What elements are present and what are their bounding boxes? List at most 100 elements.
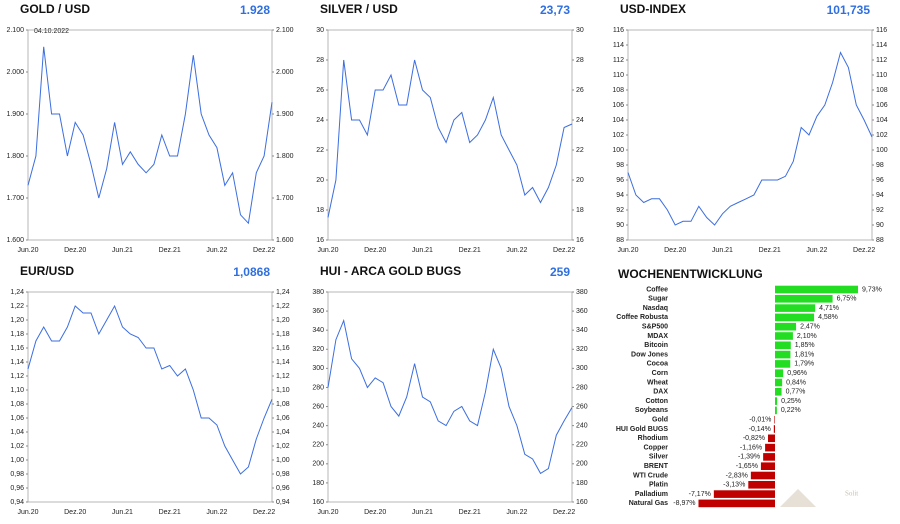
y2-tick-label: 220 — [576, 442, 588, 449]
y-tick-label: 90 — [616, 222, 624, 229]
category-label: Bitcoin — [644, 342, 668, 349]
category-label: S&P500 — [642, 324, 668, 331]
x-tick-label: Dez.20 — [64, 509, 86, 516]
y-tick-label: 220 — [312, 442, 324, 449]
x-tick-label: Dez.20 — [64, 247, 86, 254]
y-tick-label: 0,94 — [10, 499, 24, 506]
value-label: -0,14% — [749, 426, 771, 433]
y-tick-label: 2.000 — [6, 69, 24, 76]
y-tick-label: 1,22 — [10, 303, 24, 310]
y-tick-label: 20 — [316, 177, 324, 184]
y-tick-label: 360 — [312, 308, 324, 315]
chart-title: SILVER / USD — [320, 2, 398, 16]
category-label: Cocoa — [647, 361, 669, 368]
plot-frame — [627, 29, 873, 241]
category-label: Sugar — [648, 296, 668, 303]
value-label: -1,16% — [740, 444, 762, 451]
category-label: MDAX — [647, 333, 668, 340]
y2-tick-label: 0,96 — [276, 485, 290, 492]
category-label: Coffee — [646, 286, 668, 293]
x-tick-label: Jun.22 — [506, 247, 527, 254]
x-tick-label: Dez.21 — [759, 247, 781, 254]
y2-tick-label: 1,06 — [276, 415, 290, 422]
y2-tick-label: 22 — [576, 147, 584, 154]
y2-tick-label: 114 — [876, 42, 887, 49]
value-label: -3,13% — [723, 482, 745, 489]
y-tick-label: 160 — [312, 499, 324, 506]
y2-tick-label: 104 — [876, 117, 888, 124]
y2-tick-label: 1,22 — [276, 303, 290, 310]
y2-tick-label: 100 — [876, 147, 888, 154]
y2-tick-label: 1,18 — [276, 331, 290, 338]
x-tick-label: Dez.22 — [253, 247, 275, 254]
annotation: 04.10.2022 — [34, 28, 69, 35]
bar — [765, 443, 775, 452]
value-label: 0,22% — [781, 407, 801, 414]
plot-frame — [327, 291, 573, 503]
y2-tick-label: 30 — [576, 27, 584, 34]
bar — [775, 304, 816, 312]
y2-tick-label: 92 — [876, 207, 884, 214]
x-tick-label: Jun.22 — [206, 247, 227, 254]
x-tick-label: Dez.21 — [459, 509, 481, 516]
y2-tick-label: 106 — [876, 102, 888, 109]
x-tick-label: Jun.21 — [412, 509, 433, 516]
x-tick-label: Jun.20 — [317, 247, 338, 254]
y-tick-label: 1,02 — [10, 443, 24, 450]
category-label: Soybeans — [635, 407, 668, 414]
x-tick-label: Dez.22 — [553, 509, 575, 516]
category-label: Dow Jones — [631, 351, 668, 358]
y-tick-label: 1,04 — [10, 429, 24, 436]
y-tick-label: 1,12 — [10, 373, 24, 380]
category-label: Palladium — [635, 491, 668, 498]
watermark: Solit — [845, 490, 858, 498]
y-tick-label: 24 — [316, 117, 324, 124]
category-label: Nasdaq — [643, 305, 668, 312]
value-label: 9,73% — [862, 286, 882, 293]
y-tick-label: 1.600 — [6, 237, 24, 244]
y-tick-label: 1,20 — [10, 317, 24, 324]
x-tick-label: Jun.20 — [617, 247, 638, 254]
value-label: 1,81% — [794, 351, 814, 358]
value-label: 0,84% — [786, 379, 806, 386]
value-label: -7,17% — [689, 491, 711, 498]
y-tick-label: 1,00 — [10, 457, 24, 464]
x-tick-label: Jun.21 — [112, 509, 133, 516]
y2-tick-label: 380 — [576, 289, 588, 296]
x-tick-label: Dez.20 — [364, 509, 386, 516]
price-line — [27, 46, 273, 225]
y2-tick-label: 1,02 — [276, 443, 290, 450]
bar — [775, 378, 783, 387]
current-value: 1.928 — [240, 3, 270, 17]
x-tick-label: Dez.20 — [364, 247, 386, 254]
y-tick-label: 260 — [312, 403, 324, 410]
y-tick-label: 1,06 — [10, 415, 24, 422]
x-tick-label: Dez.20 — [664, 247, 686, 254]
bar — [773, 425, 775, 433]
value-label: 2,47% — [800, 324, 820, 331]
current-value: 101,735 — [827, 3, 871, 17]
category-label: Copper — [644, 444, 669, 451]
y2-tick-label: 1,04 — [276, 429, 290, 436]
y-tick-label: 112 — [613, 57, 624, 64]
y-tick-label: 100 — [612, 147, 624, 154]
category-label: Gold — [652, 417, 668, 424]
value-label: -0,01% — [749, 417, 771, 424]
x-tick-label: Jun.20 — [17, 247, 38, 254]
current-value: 1,0868 — [233, 265, 270, 279]
y-tick-label: 1,08 — [10, 401, 24, 408]
x-tick-label: Jun.21 — [712, 247, 733, 254]
value-label: 0,77% — [786, 389, 806, 396]
x-tick-label: Dez.22 — [853, 247, 875, 254]
y2-tick-label: 2.100 — [276, 27, 294, 34]
x-tick-label: Jun.20 — [17, 509, 38, 516]
y2-tick-label: 260 — [576, 403, 588, 410]
value-label: 1,85% — [795, 342, 815, 349]
bar — [775, 313, 815, 322]
y2-tick-label: 1,12 — [276, 373, 290, 380]
y-tick-label: 300 — [312, 365, 324, 372]
y-tick-label: 94 — [616, 192, 624, 199]
y-tick-label: 1,24 — [10, 289, 24, 296]
y-tick-label: 22 — [316, 147, 324, 154]
